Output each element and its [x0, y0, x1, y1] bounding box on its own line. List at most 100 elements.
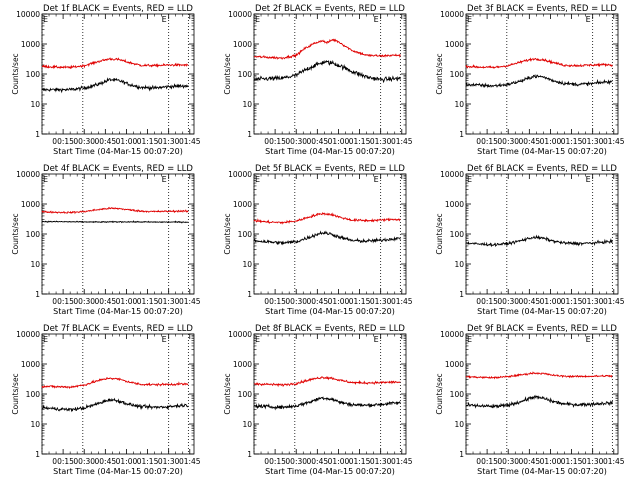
y-tick-label: 100 — [26, 230, 41, 239]
x-tick-label: 00:30 — [73, 297, 95, 306]
panel-title: Det 5f BLACK = Events, RED = LLD — [255, 164, 405, 174]
series-line-lld — [465, 371, 613, 380]
y-tick-label: 10 — [242, 420, 252, 429]
x-tick-label: 01:30 — [158, 297, 180, 306]
panel-title: Det 7f BLACK = Events, RED = LLD — [43, 324, 193, 334]
y-tick-label: 1000 — [21, 40, 40, 49]
x-tick-label: 00:45 — [519, 457, 541, 466]
y-axis-label: Counts/sec — [435, 213, 444, 254]
x-tick-label: 00:15 — [476, 297, 498, 306]
series-line-lld — [41, 206, 189, 215]
plot-frame — [253, 13, 407, 135]
x-axis-label: Start Time (04-Mar-15 00:07:20) — [265, 467, 395, 476]
y-tick-label: 1 — [247, 290, 252, 299]
y-tick-label: 10 — [454, 100, 464, 109]
y-tick-label: 10 — [30, 260, 40, 269]
plot-frame — [41, 13, 195, 135]
series-line-events — [41, 220, 189, 224]
y-axis-label: Counts/sec — [11, 213, 20, 254]
x-tick-label: 00:15 — [476, 137, 498, 146]
y-tick-label: 1000 — [233, 360, 252, 369]
x-tick-label: 01:30 — [370, 297, 392, 306]
x-tick-label: 01:45 — [603, 457, 625, 466]
flag-marker-right: E — [586, 175, 591, 184]
x-axis-label: Start Time (04-Mar-15 00:07:20) — [265, 147, 395, 156]
flag-marker-right: E — [162, 15, 167, 24]
panel-title: Det 2f BLACK = Events, RED = LLD — [255, 4, 405, 14]
x-tick-label: 00:45 — [519, 297, 541, 306]
y-axis-label: Counts/sec — [223, 53, 232, 94]
flag-marker-right: E — [374, 335, 379, 344]
x-tick-label: 00:15 — [264, 137, 286, 146]
series-line-events — [465, 234, 613, 248]
y-tick-label: 100 — [450, 70, 465, 79]
x-tick-label: 01:00 — [540, 297, 562, 306]
x-tick-label: 00:30 — [497, 137, 519, 146]
y-tick-label: 1 — [459, 290, 464, 299]
x-tick-label: 01:15 — [561, 457, 583, 466]
x-tick-label: 01:15 — [137, 457, 159, 466]
x-tick-label: 01:45 — [391, 297, 413, 306]
y-tick-label: 10000 — [16, 10, 40, 19]
x-tick-label: 01:30 — [158, 457, 180, 466]
series-line-lld — [253, 38, 401, 60]
y-tick-label: 10 — [454, 260, 464, 269]
x-tick-label: 01:00 — [328, 457, 350, 466]
y-tick-label: 10000 — [228, 10, 252, 19]
flag-marker-left: E — [467, 175, 472, 184]
y-tick-label: 10000 — [228, 170, 252, 179]
panel-title: Det 3f BLACK = Events, RED = LLD — [467, 4, 617, 14]
series-line-lld — [41, 57, 189, 70]
x-tick-label: 00:15 — [52, 137, 74, 146]
y-tick-label: 1000 — [445, 360, 464, 369]
x-tick-label: 01:45 — [179, 457, 201, 466]
x-tick-label: 01:15 — [137, 297, 159, 306]
flag-marker-left: E — [255, 175, 260, 184]
x-tick-label: 00:45 — [307, 297, 329, 306]
series-line-events — [466, 73, 613, 89]
x-tick-label: 00:15 — [52, 297, 74, 306]
series-line-events — [465, 394, 613, 409]
panel-title: Det 4f BLACK = Events, RED = LLD — [43, 164, 193, 174]
plot-frame — [253, 333, 407, 455]
x-tick-label: 01:15 — [349, 457, 371, 466]
panel-title: Det 6f BLACK = Events, RED = LLD — [467, 164, 617, 174]
plot-frame — [253, 173, 407, 295]
y-tick-label: 1000 — [233, 200, 252, 209]
x-tick-label: 00:30 — [497, 457, 519, 466]
x-tick-label: 01:00 — [328, 137, 350, 146]
plot-frame — [41, 173, 195, 295]
plot-frame — [465, 173, 619, 295]
x-tick-label: 00:30 — [73, 137, 95, 146]
series-line-lld — [254, 375, 401, 388]
series-line-lld — [465, 57, 613, 69]
series-line-events — [41, 397, 189, 413]
panel-title: Det 8f BLACK = Events, RED = LLD — [255, 324, 405, 334]
x-tick-label: 01:45 — [603, 297, 625, 306]
y-axis-label: Counts/sec — [435, 373, 444, 414]
x-tick-label: 01:00 — [116, 137, 138, 146]
y-tick-label: 10000 — [16, 330, 40, 339]
y-tick-label: 10000 — [16, 170, 40, 179]
x-tick-label: 01:00 — [116, 297, 138, 306]
series-line-lld — [41, 376, 189, 390]
x-tick-label: 01:30 — [370, 457, 392, 466]
y-tick-label: 10000 — [440, 10, 464, 19]
x-tick-label: 01:30 — [582, 457, 604, 466]
plot-frame — [41, 333, 195, 455]
flag-marker-left: E — [467, 15, 472, 24]
x-tick-label: 00:45 — [95, 137, 117, 146]
x-tick-label: 01:30 — [158, 137, 180, 146]
y-tick-label: 1 — [459, 450, 464, 459]
x-tick-label: 00:30 — [285, 297, 307, 306]
x-axis-label: Start Time (04-Mar-15 00:07:20) — [53, 147, 183, 156]
y-axis-label: Counts/sec — [11, 373, 20, 414]
plot-frame — [465, 13, 619, 135]
y-tick-label: 100 — [26, 390, 41, 399]
